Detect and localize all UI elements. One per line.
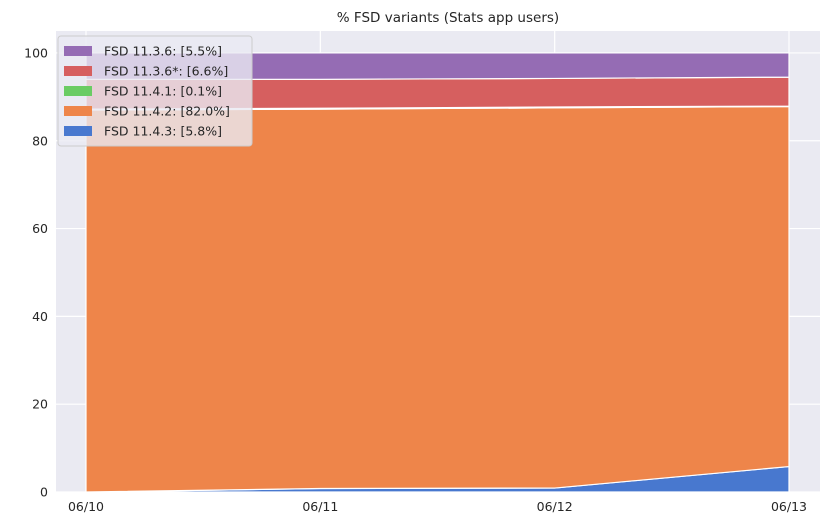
y-tick-label: 80 [32, 133, 48, 148]
legend: FSD 11.3.6: [5.5%] FSD 11.3.6*: [6.6%] FSD… [57, 35, 253, 147]
y-tick-label: 100 [24, 45, 48, 60]
legend-label: FSD 11.3.6*: [6.6%] [104, 64, 228, 79]
legend-swatch [64, 106, 92, 116]
chart-title: % FSD variants (Stats app users) [337, 10, 559, 26]
x-axis-ticks: 06/10 06/11 06/12 06/13 [68, 499, 807, 514]
legend-label: FSD 11.4.1: [0.1%] [104, 84, 222, 99]
legend-box [57, 35, 253, 147]
area-series-1 [85, 105, 790, 493]
x-tick-label: 06/12 [537, 499, 573, 514]
y-tick-label: 20 [32, 397, 48, 412]
legend-swatch [64, 126, 92, 136]
legend-label: FSD 11.4.3: [5.8%] [104, 124, 222, 139]
legend-label: FSD 11.3.6: [5.5%] [104, 44, 222, 59]
x-tick-label: 06/13 [771, 499, 807, 514]
y-tick-label: 60 [32, 221, 48, 236]
legend-label: FSD 11.4.2: [82.0%] [104, 104, 230, 119]
legend-swatch [64, 46, 92, 56]
x-tick-label: 06/11 [302, 499, 338, 514]
y-tick-label: 0 [40, 485, 48, 500]
legend-swatch [64, 86, 92, 96]
y-axis-ticks: 0 20 40 60 80 100 [24, 45, 48, 499]
legend-swatch [64, 66, 92, 76]
y-tick-label: 40 [32, 309, 48, 324]
x-tick-label: 06/10 [68, 499, 104, 514]
area-series-group [85, 52, 790, 493]
